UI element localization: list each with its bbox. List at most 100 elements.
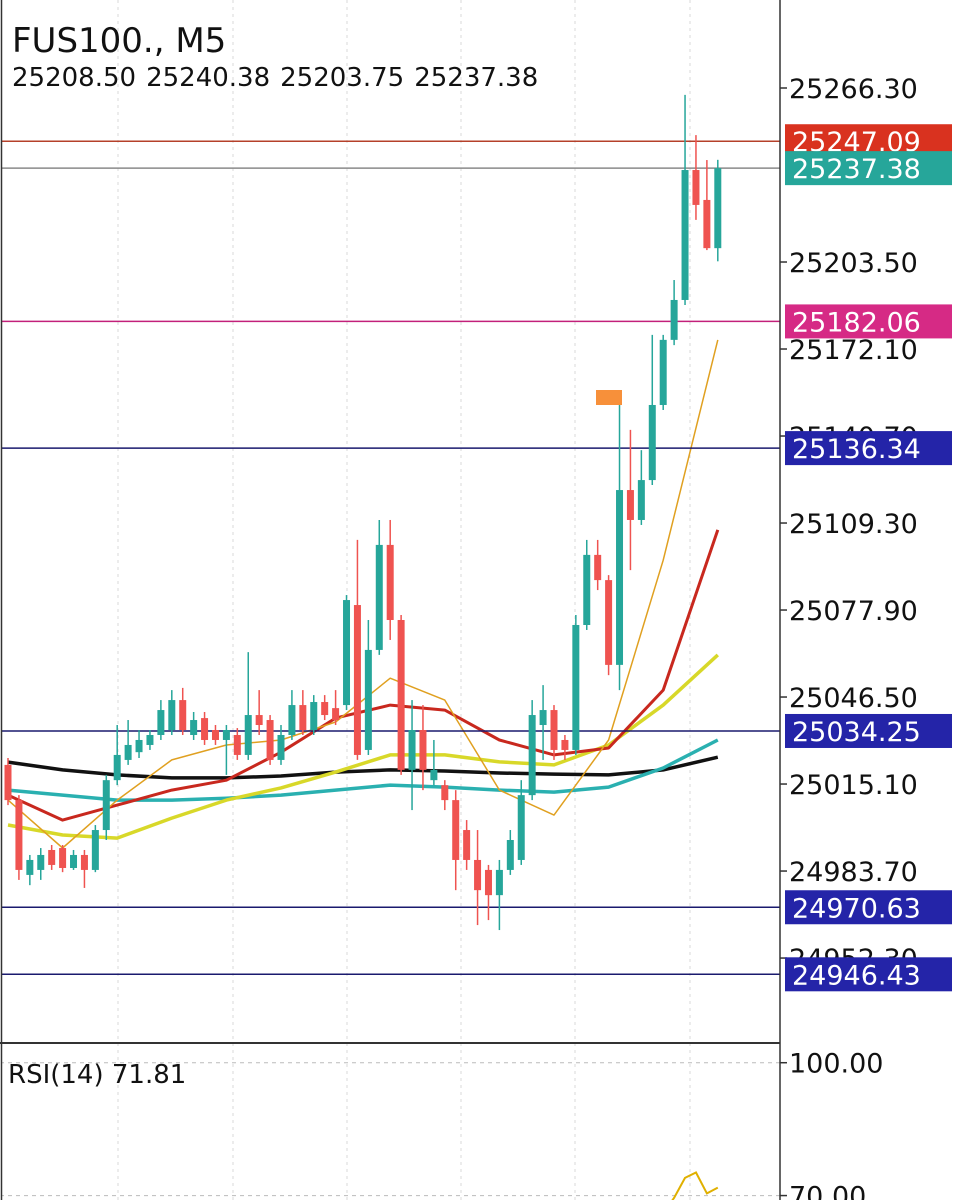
candle-body [135,739,143,753]
candle-body [91,830,99,870]
level-label-box [785,890,952,925]
candle-body [539,710,547,726]
candle-body [441,785,449,801]
vertical-grid [117,0,691,1200]
candle-body [146,734,154,745]
y-tick-label: 25172.10 [789,335,918,366]
candle-body [255,715,263,726]
axes: 25266.3025203.5025172.1025140.7025109.30… [780,74,952,1200]
chart-title: FUS100., M5 [12,21,226,61]
candle-body [550,710,558,750]
y-tick-label: 25077.90 [789,596,918,627]
candle-body [528,715,536,796]
level-label: 25136.34 [792,434,921,465]
candle-body [484,869,492,896]
candle-body [364,649,372,750]
y-tick-label: 25203.50 [789,248,918,279]
candle-body [605,580,613,665]
price-plot [2,94,780,976]
candle-body [244,715,252,755]
candle-body [211,730,219,740]
level-label-box [785,431,952,466]
candle-body [561,739,569,750]
y-tick-label: 25109.30 [789,509,918,540]
ohlc-open: 25208.50 [12,63,136,93]
level-label: 25237.38 [792,154,921,185]
candle-body [506,840,514,870]
candle-body [463,830,471,860]
alert-marker [596,390,622,405]
candle-body [113,754,121,781]
candle-body [80,854,88,870]
candle-body [4,764,12,801]
moving-average [7,339,719,849]
candle-body [102,780,110,831]
candle-body [670,299,678,340]
candle-body [201,718,209,740]
candle-body [397,620,405,770]
candle-body [332,708,340,721]
candle-body [408,730,416,770]
level-label: 24970.63 [792,893,921,924]
candle-body [277,734,285,760]
candle-body [594,554,602,581]
candle-body [15,800,23,870]
candle-body [714,168,722,249]
candle-body [626,490,634,520]
candle-body [430,769,438,781]
candle-body [37,854,45,870]
candle-body [375,544,383,650]
level-label-box [785,957,952,992]
level-label-box [785,713,952,748]
candle-body [299,705,307,731]
candle-body [59,848,67,868]
candle-body [222,730,230,740]
y-tick-label: 25015.10 [789,770,918,801]
y-tick-label: 24983.70 [789,857,918,888]
candle-body [26,859,34,875]
candle-body [681,170,689,300]
candle-body [692,170,700,205]
candle-body [168,700,176,731]
y-tick-label: 100.00 [789,1049,883,1080]
y-tick-label: 25266.30 [789,74,918,105]
candle-body [321,702,329,716]
level-label-box [785,151,952,186]
ohlc-close: 25237.38 [414,63,538,93]
candle-body [343,600,351,706]
candle-body [70,854,78,868]
ohlc-high: 25240.38 [146,63,270,93]
rsi-title: RSI(14) 71.81 [8,1060,186,1090]
moving-average [7,738,719,802]
rsi-plot [2,1062,780,1200]
candle-body [190,720,198,735]
candle-body [637,480,645,520]
candle-body [353,605,361,755]
candle-body [474,859,482,891]
candle-body [572,624,580,750]
level-label: 24946.43 [792,960,921,991]
candle-body [288,705,296,735]
candle-body [386,544,394,621]
y-tick-label: 70.00 [789,1182,866,1200]
moving-average [7,755,719,780]
candle-body [616,490,624,665]
y-tick-label: 25046.50 [789,683,918,714]
candle-body [703,199,711,249]
candle-body [517,795,525,860]
candle-body [266,720,274,760]
candle-body [583,554,591,625]
candle-body [452,800,460,860]
candle-body [233,734,241,755]
level-label: 25034.25 [792,717,921,748]
rsi-line [671,1171,719,1200]
candle-body [157,710,165,735]
ohlc-low: 25203.75 [280,63,404,93]
candle-body [648,404,656,481]
candle-body [179,700,187,731]
moving-average [7,529,720,822]
ohlc-row: 25208.50 25240.38 25203.75 25237.38 [12,63,538,93]
candle-body [48,849,56,865]
